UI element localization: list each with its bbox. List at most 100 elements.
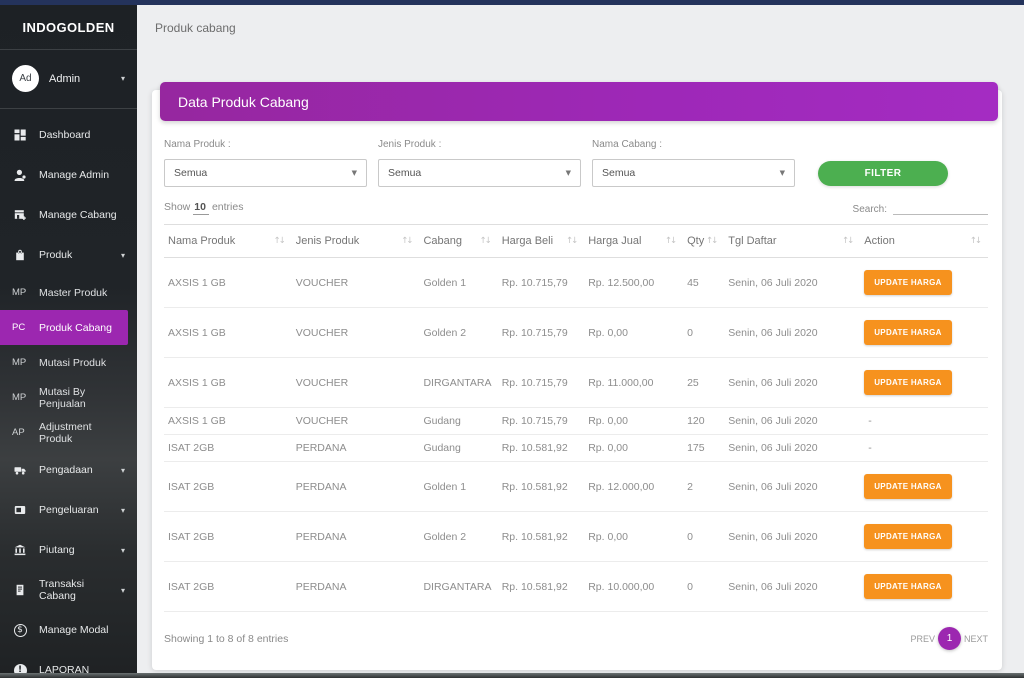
sidebar-item-manage-cabang[interactable]: Manage Cabang	[0, 195, 137, 235]
chevron-down-icon: ▾	[120, 545, 125, 555]
th-action[interactable]: Action ↑↓	[860, 224, 988, 258]
no-action-dash: -	[868, 442, 872, 454]
cell-jenis: PERDANA	[291, 461, 420, 512]
cell-qty: 0	[683, 561, 725, 612]
bank-icon	[12, 543, 28, 557]
sort-icon: ↑↓	[841, 236, 854, 246]
search-area: Search:	[853, 200, 988, 215]
cell-harga-jual: Rp. 12.000,00	[584, 461, 684, 512]
table-row: ISAT 2GB PERDANA Golden 2 Rp. 10.581,92 …	[164, 511, 988, 562]
sidebar-item-dashboard[interactable]: Dashboard	[0, 115, 137, 155]
cell-harga-jual: Rp. 0,00	[584, 307, 684, 358]
sub-item-abbr: MP	[12, 357, 27, 368]
cell-harga-jual: Rp. 0,00	[584, 434, 684, 462]
no-action-dash: -	[868, 415, 872, 427]
nama-produk-select[interactable]: Semua ▼	[164, 159, 367, 187]
sidebar-item-produk[interactable]: Produk ▾	[0, 235, 137, 275]
search-label: Search:	[852, 204, 887, 215]
jenis-produk-select[interactable]: Semua ▼	[378, 159, 581, 187]
sidebar-item-label: Produk	[39, 249, 73, 261]
nama-cabang-select[interactable]: Semua ▼	[592, 159, 795, 187]
cell-cabang: DIRGANTARA	[419, 561, 498, 612]
select-caret-icon: ▼	[779, 169, 785, 177]
sort-icon: ↑↓	[706, 236, 718, 246]
table-row: AXSIS 1 GB VOUCHER Golden 2 Rp. 10.715,7…	[164, 307, 988, 358]
sidebar-item-manage-admin[interactable]: Manage Admin	[0, 155, 137, 195]
cell-qty: 175	[683, 434, 725, 462]
sort-icon: ↑↓	[273, 236, 285, 246]
th-tgl-daftar[interactable]: Tgl Daftar ↑↓	[724, 224, 861, 258]
chevron-down-icon: ▾	[120, 585, 125, 595]
select-caret-icon: ▼	[351, 169, 357, 177]
cell-nama: AXSIS 1 GB	[164, 407, 292, 435]
sidebar-item-label: Manage Modal	[39, 624, 109, 636]
next-page-button[interactable]: NEXT	[963, 633, 988, 644]
current-page-button[interactable]: 1	[937, 627, 961, 650]
sub-item-abbr: MP	[12, 287, 27, 298]
cell-harga-beli: Rp. 10.581,92	[497, 461, 585, 512]
select-value: Semua	[388, 167, 422, 179]
th-harga-beli[interactable]: Harga Beli ↑↓	[497, 224, 585, 258]
th-cabang[interactable]: Cabang ↑↓	[419, 224, 498, 258]
store-icon	[12, 208, 28, 222]
table-row: ISAT 2GB PERDANA DIRGANTARA Rp. 10.581,9…	[164, 561, 988, 612]
update-harga-button[interactable]: UPDATE HARGA	[864, 574, 952, 599]
table-row: AXSIS 1 GB VOUCHER Gudang Rp. 10.715,79 …	[164, 407, 988, 435]
cell-tgl: Senin, 06 Juli 2020	[724, 307, 861, 358]
cell-tgl: Senin, 06 Juli 2020	[724, 407, 861, 435]
cell-harga-jual: Rp. 12.500,00	[584, 257, 684, 308]
filter-nama-produk: Nama Produk : Semua ▼	[164, 139, 367, 187]
update-harga-button[interactable]: UPDATE HARGA	[864, 270, 952, 295]
update-harga-button[interactable]: UPDATE HARGA	[864, 320, 952, 345]
th-harga-jual[interactable]: Harga Jual ↑↓	[584, 224, 684, 258]
th-jenis-produk[interactable]: Jenis Produk ↑↓	[291, 224, 420, 258]
user-menu[interactable]: Ad Admin ▾	[0, 50, 137, 109]
showing-entries-text: Showing 1 to 8 of 8 entries	[164, 632, 289, 645]
sidebar-item-mutasi-by-penjualan[interactable]: MP Mutasi By Penjualan	[0, 380, 137, 415]
show-entries: Show 10 entries	[164, 201, 243, 215]
sidebar-item-mutasi-produk[interactable]: MP Mutasi Produk	[0, 345, 137, 380]
sidebar-item-master-produk[interactable]: MP Master Produk	[0, 275, 137, 310]
th-nama-produk[interactable]: Nama Produk ↑↓	[164, 224, 292, 258]
sidebar-item-piutang[interactable]: Piutang ▾	[0, 530, 137, 570]
update-harga-button[interactable]: UPDATE HARGA	[864, 370, 952, 395]
cell-harga-beli: Rp. 10.715,79	[497, 257, 585, 308]
cell-tgl: Senin, 06 Juli 2020	[724, 561, 861, 612]
update-harga-button[interactable]: UPDATE HARGA	[864, 524, 952, 549]
sidebar-item-adjustment-produk[interactable]: AP Adjustment Produk	[0, 415, 137, 450]
update-harga-button[interactable]: UPDATE HARGA	[864, 474, 952, 499]
sidebar-item-pengeluaran[interactable]: Pengeluaran ▾	[0, 490, 137, 530]
sidebar-item-pengadaan[interactable]: Pengadaan ▾	[0, 450, 137, 490]
sidebar-item-label: Manage Admin	[39, 169, 110, 181]
cell-harga-jual: Rp. 0,00	[584, 511, 684, 562]
sub-item-abbr: PC	[12, 322, 26, 333]
cell-jenis: VOUCHER	[291, 257, 420, 308]
th-qty[interactable]: Qty ↑↓	[683, 224, 725, 258]
sidebar-item-transaksi-cabang[interactable]: Transaksi Cabang ▾	[0, 570, 137, 610]
sidebar: INDOGOLDEN Ad Admin ▾ Dashboard Manage A…	[0, 5, 137, 677]
cell-harga-beli: Rp. 10.715,79	[497, 357, 585, 408]
sub-item-abbr: AP	[12, 427, 25, 438]
cell-tgl: Senin, 06 Juli 2020	[724, 357, 861, 408]
prev-page-button[interactable]: PREV	[910, 633, 935, 644]
sidebar-nav: Dashboard Manage Admin Manage Cabang Pro…	[0, 109, 137, 678]
main-content: Produk cabang Data Produk Cabang Nama Pr…	[137, 5, 1024, 673]
chevron-down-icon: ▾	[120, 505, 125, 515]
filter-label: Nama Produk :	[164, 139, 231, 150]
produk-table: Nama Produk ↑↓ Jenis Produk ↑↓ Cabang ↑↓ Ha…	[164, 224, 988, 612]
filter-nama-cabang: Nama Cabang : Semua ▼	[592, 139, 795, 187]
cell-tgl: Senin, 06 Juli 2020	[724, 257, 861, 308]
entries-select[interactable]: 10	[193, 201, 209, 215]
cell-jenis: PERDANA	[291, 511, 420, 562]
card-icon	[12, 503, 28, 517]
search-input[interactable]	[893, 200, 988, 215]
sidebar-item-label: Produk Cabang	[39, 321, 112, 334]
filter-button[interactable]: FILTER	[818, 161, 948, 186]
sidebar-item-manage-modal[interactable]: $ Manage Modal	[0, 610, 137, 650]
cell-harga-beli: Rp. 10.581,92	[497, 511, 585, 562]
sidebar-item-produk-cabang[interactable]: PC Produk Cabang	[0, 310, 128, 345]
cell-jenis: VOUCHER	[291, 307, 420, 358]
dollar-icon: $	[12, 623, 28, 637]
sort-icon: ↑↓	[969, 236, 982, 246]
card-header-title: Data Produk Cabang	[178, 93, 309, 110]
